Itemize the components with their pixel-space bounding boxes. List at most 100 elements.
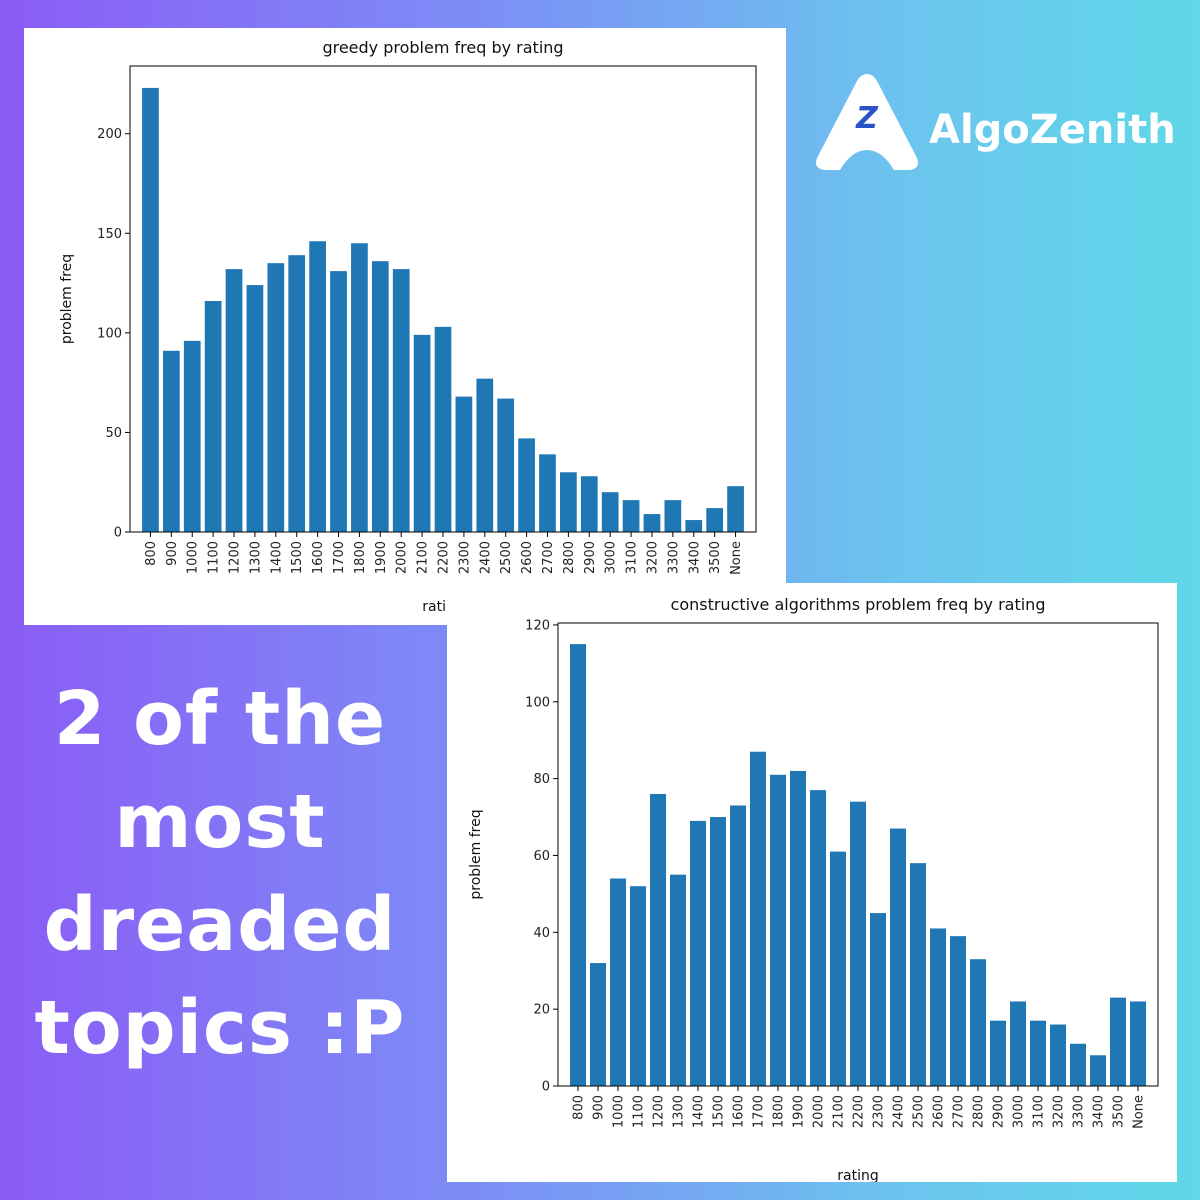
constructive-bar-3500 — [1110, 997, 1126, 1086]
constructive-bar-800 — [570, 644, 586, 1086]
headline-text: 2 of the most dreaded topics :P — [34, 676, 406, 1071]
constructive-xtick-label: 1900 — [792, 1095, 807, 1128]
greedy-bar-2200 — [434, 326, 452, 532]
greedy-xtick-label: 900 — [165, 541, 180, 566]
greedy-bar-1500 — [288, 255, 306, 532]
constructive-ytick-label: 60 — [533, 849, 550, 864]
greedy-xtick-label: 2300 — [457, 541, 472, 574]
greedy-xtick-label: 2500 — [499, 541, 514, 574]
constructive-bar-1300 — [670, 874, 686, 1086]
constructive-bar-2900 — [990, 1020, 1006, 1086]
greedy-xtick-label: 2900 — [583, 541, 598, 574]
greedy-bar-2500 — [497, 398, 515, 532]
constructive-xtick-label: 900 — [592, 1095, 607, 1120]
constructive-xlabel: rating — [837, 1168, 878, 1182]
greedy-xtick-label: 2000 — [395, 541, 410, 574]
brand-name: AlgoZenith — [929, 107, 1176, 153]
greedy-xtick-label: 2100 — [416, 541, 431, 574]
constructive-bar-3200 — [1050, 1024, 1066, 1086]
greedy-bar-1600 — [309, 241, 326, 532]
greedy-bar-1900 — [371, 261, 389, 532]
greedy-bar-1100 — [204, 300, 222, 532]
greedy-bar-2600 — [518, 438, 535, 532]
constructive-title: constructive algorithms problem freq by … — [671, 595, 1046, 614]
greedy-bar-2800 — [560, 472, 577, 532]
constructive-ylabel: problem freq — [468, 809, 484, 899]
constructive-xtick-label: 2200 — [852, 1095, 867, 1128]
constructive-bar-2300 — [870, 913, 886, 1086]
constructive-bar-2400 — [890, 828, 906, 1086]
constructive-xtick-label: 2700 — [952, 1095, 967, 1128]
greedy-xtick-label: 2400 — [478, 541, 493, 574]
greedy-xtick-label: 1100 — [207, 541, 222, 574]
constructive-xtick-label: 3100 — [1032, 1095, 1047, 1128]
constructive-bar-None — [1130, 1001, 1146, 1086]
greedy-plot-frame — [129, 65, 757, 533]
greedy-xtick-label: 2600 — [520, 541, 535, 574]
greedy-title: greedy problem freq by rating — [322, 38, 563, 57]
constructive-ytick-label: 20 — [533, 1003, 550, 1018]
greedy-xtick-label: 2200 — [437, 541, 452, 574]
greedy-xtick-label: 1000 — [186, 541, 201, 574]
constructive-bar-1000 — [610, 878, 626, 1086]
greedy-xtick-label: 3300 — [666, 541, 681, 574]
constructive-bar-1200 — [650, 793, 666, 1086]
greedy-bar-2100 — [413, 334, 431, 532]
greedy-xtick-label: 2700 — [541, 541, 556, 574]
constructive-bar-3300 — [1070, 1043, 1086, 1086]
greedy-bar-1000 — [183, 340, 201, 532]
constructive-xtick-label: 1400 — [692, 1095, 707, 1128]
constructive-bar-1700 — [750, 751, 766, 1086]
constructive-ytick-label: 80 — [533, 772, 550, 787]
greedy-ytick-label: 100 — [97, 326, 122, 341]
constructive-xtick-label: 3000 — [1012, 1095, 1027, 1128]
greedy-xtick-label: 3400 — [687, 541, 702, 574]
constructive-bar-2600 — [930, 928, 946, 1086]
greedy-xtick-label: 3500 — [708, 541, 723, 574]
greedy-bar-3200 — [643, 514, 661, 532]
constructive-xtick-label: 1500 — [712, 1095, 727, 1128]
greedy-bar-2300 — [455, 396, 473, 532]
constructive-chart-panel: constructive algorithms problem freq by … — [447, 583, 1177, 1182]
constructive-bar-1500 — [710, 817, 726, 1086]
constructive-bar-2700 — [950, 936, 966, 1086]
constructive-bar-3100 — [1030, 1020, 1046, 1086]
constructive-xtick-label: 1100 — [632, 1095, 647, 1128]
constructive-xtick-label: 2000 — [812, 1095, 827, 1128]
constructive-xtick-label: 2400 — [892, 1095, 907, 1128]
greedy-bar-None — [727, 486, 744, 532]
greedy-xtick-label: None — [729, 541, 744, 575]
algozenith-logo-icon: Z — [815, 74, 919, 170]
greedy-xtick-label: 1300 — [248, 541, 263, 574]
greedy-xtick-label: 2800 — [562, 541, 577, 574]
constructive-xtick-label: 3200 — [1052, 1095, 1067, 1128]
constructive-xtick-label: 800 — [572, 1095, 587, 1120]
greedy-xtick-label: 1600 — [311, 541, 326, 574]
constructive-bar-900 — [590, 963, 606, 1086]
constructive-xtick-label: 3300 — [1072, 1095, 1087, 1128]
constructive-bar-2200 — [850, 801, 866, 1086]
greedy-bar-1200 — [225, 269, 243, 532]
greedy-bar-2400 — [476, 378, 494, 532]
constructive-bar-1900 — [790, 770, 806, 1086]
greedy-xtick-label: 1800 — [353, 541, 368, 574]
constructive-bar-2100 — [830, 851, 846, 1086]
constructive-bar-2000 — [810, 790, 826, 1086]
constructive-bar-2500 — [910, 863, 926, 1086]
constructive-xtick-label: 3500 — [1112, 1095, 1127, 1128]
greedy-xtick-label: 1700 — [332, 541, 347, 574]
greedy-xtick-label: 3000 — [604, 541, 619, 574]
constructive-ytick-label: 120 — [525, 618, 550, 633]
constructive-chart: constructive algorithms problem freq by … — [468, 595, 1159, 1182]
greedy-bar-2700 — [539, 454, 556, 532]
brand-logo: Z AlgoZenith — [812, 70, 1192, 180]
greedy-xtick-label: 3100 — [625, 541, 640, 574]
greedy-xtick-label: 3200 — [645, 541, 660, 574]
constructive-xtick-label: 1300 — [672, 1095, 687, 1128]
logo-letter: Z — [855, 101, 879, 136]
constructive-xtick-label: 2600 — [932, 1095, 947, 1128]
greedy-bar-900 — [162, 350, 180, 532]
constructive-xtick-label: 1600 — [732, 1095, 747, 1128]
constructive-xtick-label: 2500 — [912, 1095, 927, 1128]
